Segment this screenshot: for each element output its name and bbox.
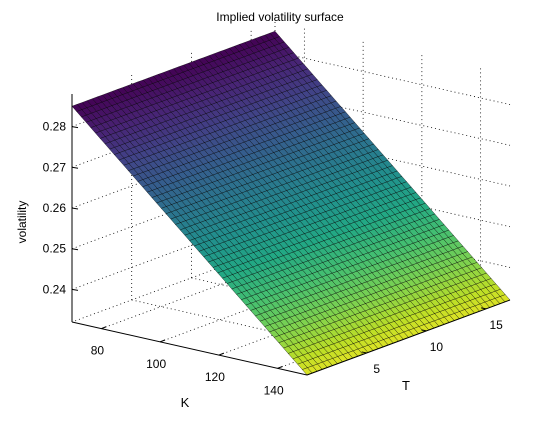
y-tick-label: 10	[430, 340, 444, 354]
x-tick-label: 80	[91, 344, 105, 358]
y-tick-mark	[481, 307, 487, 310]
z-grid-line	[274, 51, 511, 105]
surface-layer	[71, 30, 511, 376]
chart-title: Implied volatility surface	[216, 10, 344, 24]
y-tick-mark	[421, 329, 427, 332]
y-axis-label: T	[402, 378, 410, 393]
y-tick-label: 15	[489, 318, 503, 332]
x-tick-label: 100	[146, 357, 166, 371]
x-tick-mark	[218, 352, 225, 356]
z-tick-mark	[71, 126, 79, 129]
x-tick-label: 120	[205, 370, 225, 384]
z-tick-label: 0.27	[43, 160, 67, 174]
z-tick-label: 0.26	[43, 201, 67, 215]
z-tick-mark	[71, 288, 79, 291]
z-tick-mark	[71, 248, 79, 251]
y-tick-label: 5	[373, 362, 380, 376]
z-tick-mark	[71, 207, 79, 210]
x-tick-mark	[101, 326, 107, 330]
z-tick-label: 0.25	[43, 242, 67, 256]
z-tick-label: 0.24	[43, 282, 67, 296]
x-axis-line	[71, 321, 308, 376]
z-tick-mark	[71, 166, 79, 169]
y-tick-mark	[361, 351, 367, 354]
axis-layer: 0.24 0.25 0.26 0.27 0.28 80 100 120 140 5 10 15	[43, 94, 511, 397]
x-tick-mark	[277, 365, 283, 369]
y-axis-line	[306, 299, 511, 376]
z-axis-label: volatility	[15, 201, 29, 244]
x-axis-label: K	[181, 395, 190, 410]
z-tick-label: 0.28	[43, 120, 67, 134]
x-tick-label: 140	[264, 383, 284, 397]
x-tick-mark	[159, 339, 166, 343]
